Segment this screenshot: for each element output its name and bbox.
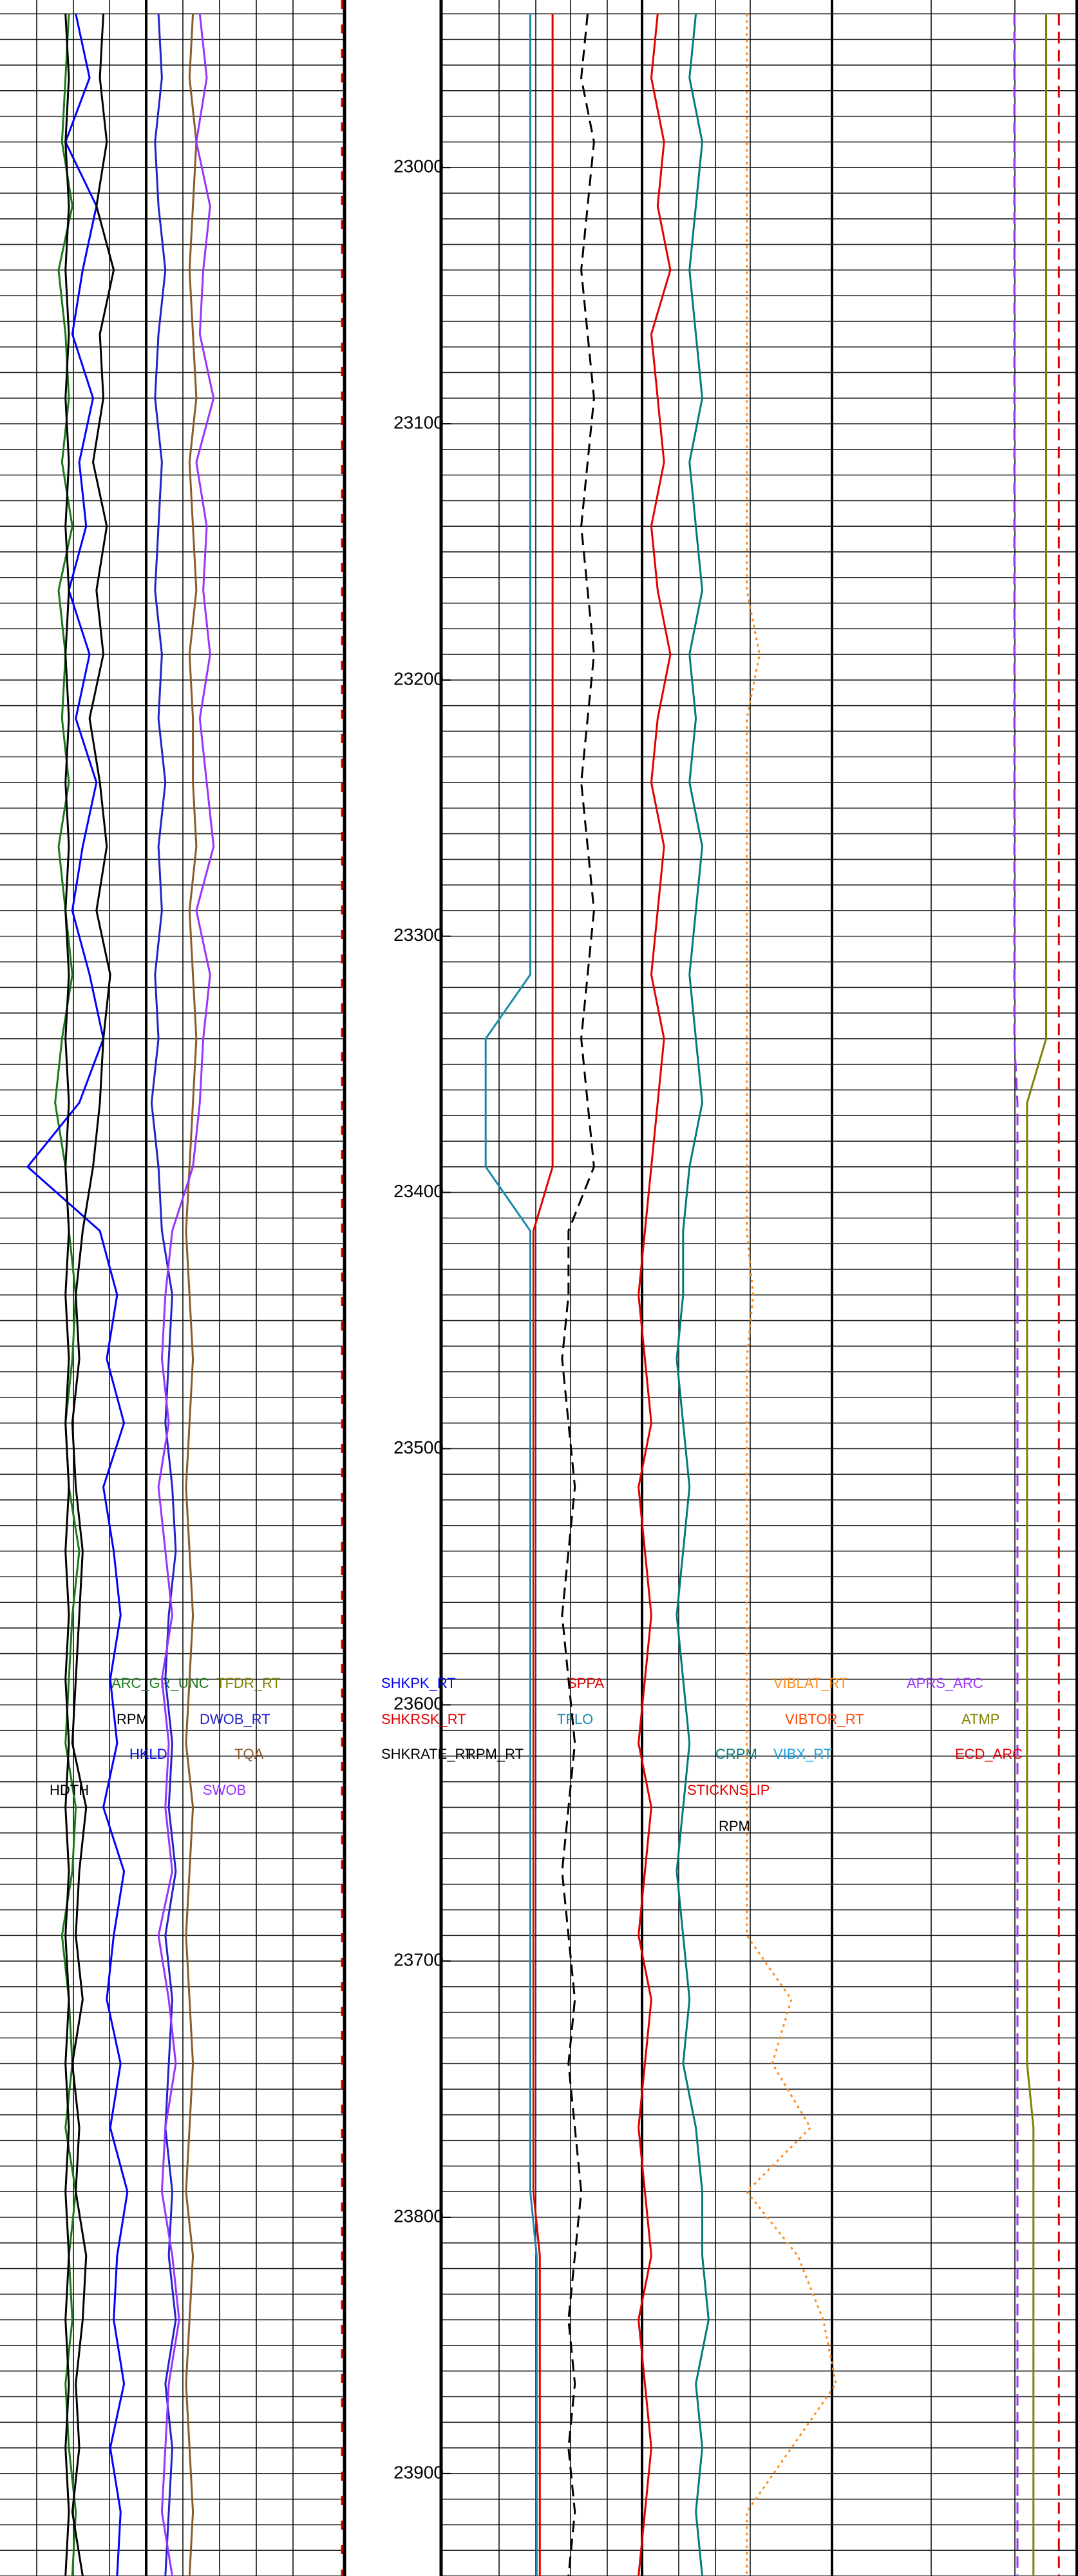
depth-label: 23400 (393, 1181, 444, 1201)
log-curve (1026, 14, 1047, 2576)
log-curve (638, 14, 672, 2576)
log-curve (71, 14, 115, 2576)
depth-label: 23600 (393, 1694, 444, 1714)
curve-label: RPM (117, 1711, 148, 1727)
log-curve (64, 14, 70, 2576)
log-curve (532, 14, 554, 2576)
depth-label: 23900 (393, 2462, 444, 2482)
curve-label: TQA (234, 1746, 264, 1762)
curve-label: ECD_ARC (955, 1746, 1023, 1762)
curve-label: RPM_RT (466, 1746, 524, 1762)
curve-label: HDTH (50, 1782, 89, 1798)
curve-label: TFLO (557, 1711, 593, 1727)
curve-label: SWOB (203, 1782, 246, 1798)
depth-label: 23700 (393, 1950, 444, 1970)
curve-label: VIBX_RT (773, 1746, 832, 1762)
depth-label: 23300 (393, 925, 444, 945)
curve-label: APRS_ARC (907, 1675, 983, 1691)
curve-label: DWOB_RT (200, 1711, 270, 1727)
curve-label: SPPA (567, 1675, 604, 1691)
curve-label: CRPM (715, 1746, 757, 1762)
curve-label: RPM (719, 1818, 750, 1834)
depth-label: 23800 (393, 2206, 444, 2226)
log-curve (150, 14, 177, 2576)
depth-label: 23100 (393, 412, 444, 432)
log-curve (484, 14, 538, 2576)
depth-label: 23200 (393, 668, 444, 688)
log-curve (185, 14, 198, 2576)
depth-label: 23500 (393, 1437, 444, 1457)
curve-label: SHKPK_RT (381, 1675, 456, 1691)
log-curve (561, 14, 595, 2576)
curve-label: ARC_GR_UNC (111, 1675, 209, 1691)
curve-label: VIBLAT_RT (773, 1675, 847, 1691)
curve-label: TFDR_RT (216, 1675, 281, 1691)
curve-label: HKLD (129, 1746, 167, 1762)
log-curve (676, 14, 710, 2576)
log-curve (745, 14, 837, 2576)
curve-label: SHKRSK_RT (381, 1711, 466, 1727)
curve-label: SHKRATE_RT (381, 1746, 473, 1762)
log-curve (26, 14, 129, 2576)
curve-label: ATMP (961, 1711, 999, 1727)
curve-label: STICKNSLIP (687, 1782, 770, 1798)
log-curve (157, 14, 215, 2576)
depth-label: 23000 (393, 156, 444, 176)
log-curve (1013, 14, 1019, 2576)
curve-label: VIBTOR_RT (785, 1711, 864, 1727)
